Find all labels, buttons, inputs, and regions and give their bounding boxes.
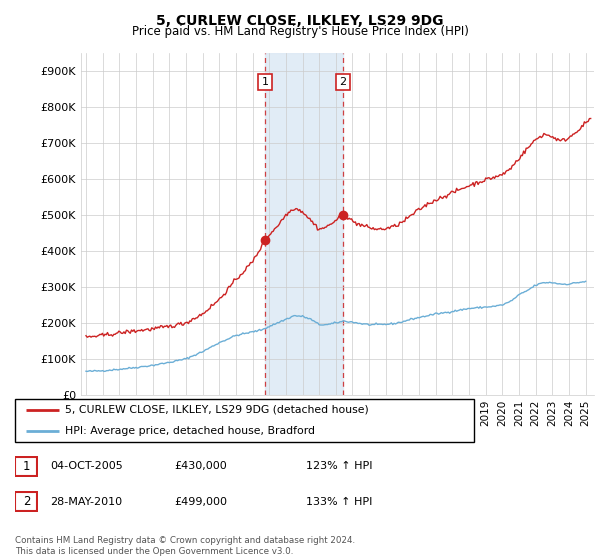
- Text: 28-MAY-2010: 28-MAY-2010: [50, 497, 122, 507]
- FancyBboxPatch shape: [15, 399, 474, 442]
- Text: 5, CURLEW CLOSE, ILKLEY, LS29 9DG: 5, CURLEW CLOSE, ILKLEY, LS29 9DG: [156, 14, 444, 28]
- Text: 133% ↑ HPI: 133% ↑ HPI: [306, 497, 373, 507]
- Text: 5, CURLEW CLOSE, ILKLEY, LS29 9DG (detached house): 5, CURLEW CLOSE, ILKLEY, LS29 9DG (detac…: [65, 405, 369, 414]
- Text: 1: 1: [262, 77, 269, 87]
- FancyBboxPatch shape: [16, 492, 37, 511]
- Text: Price paid vs. HM Land Registry's House Price Index (HPI): Price paid vs. HM Land Registry's House …: [131, 25, 469, 38]
- Text: £499,000: £499,000: [174, 497, 227, 507]
- Text: Contains HM Land Registry data © Crown copyright and database right 2024.
This d: Contains HM Land Registry data © Crown c…: [15, 536, 355, 556]
- Bar: [265, 53, 343, 395]
- Text: 04-OCT-2005: 04-OCT-2005: [50, 461, 122, 472]
- Text: 2: 2: [23, 495, 30, 508]
- Text: £430,000: £430,000: [174, 461, 227, 472]
- Text: HPI: Average price, detached house, Bradford: HPI: Average price, detached house, Brad…: [65, 427, 316, 436]
- Text: 2: 2: [339, 77, 346, 87]
- Text: 123% ↑ HPI: 123% ↑ HPI: [306, 461, 373, 472]
- Text: 1: 1: [23, 460, 30, 473]
- FancyBboxPatch shape: [16, 457, 37, 476]
